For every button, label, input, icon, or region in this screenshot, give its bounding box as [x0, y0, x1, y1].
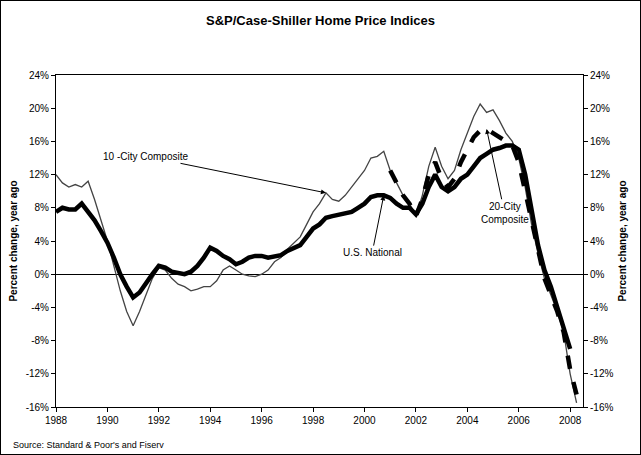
svg-text:8%: 8% [35, 202, 50, 213]
svg-text:S&P/Case-Shiller Home Price In: S&P/Case-Shiller Home Price Indices [206, 13, 435, 28]
svg-text:20-CityComposite: 20-CityComposite [481, 201, 529, 225]
svg-text:24%: 24% [29, 70, 49, 81]
svg-text:0%: 0% [590, 269, 605, 280]
svg-text:Percent change, year ago: Percent change, year ago [617, 180, 628, 301]
svg-text:-16%: -16% [26, 402, 49, 413]
svg-text:1996: 1996 [251, 415, 274, 426]
svg-text:Percent change, year ago: Percent change, year ago [8, 180, 19, 301]
svg-text:16%: 16% [590, 136, 610, 147]
svg-text:-4%: -4% [590, 302, 608, 313]
svg-text:1990: 1990 [96, 415, 119, 426]
svg-text:10 -City Composite: 10 -City Composite [103, 151, 188, 162]
svg-text:24%: 24% [590, 70, 610, 81]
svg-text:-12%: -12% [26, 368, 49, 379]
svg-text:-12%: -12% [590, 368, 613, 379]
svg-text:4%: 4% [590, 236, 605, 247]
svg-text:2000: 2000 [353, 415, 376, 426]
svg-text:20%: 20% [590, 103, 610, 114]
svg-text:Source: Standard & Poor's and: Source: Standard & Poor's and Fiserv [13, 440, 164, 450]
svg-text:12%: 12% [590, 169, 610, 180]
svg-text:0%: 0% [35, 269, 50, 280]
svg-text:8%: 8% [590, 202, 605, 213]
svg-text:16%: 16% [29, 136, 49, 147]
svg-text:-16%: -16% [590, 402, 613, 413]
svg-text:1992: 1992 [148, 415, 171, 426]
svg-text:20%: 20% [29, 103, 49, 114]
svg-text:4%: 4% [35, 236, 50, 247]
svg-text:1988: 1988 [45, 415, 68, 426]
svg-text:U.S. National: U.S. National [343, 247, 402, 258]
svg-text:1994: 1994 [199, 415, 222, 426]
svg-text:2004: 2004 [456, 415, 479, 426]
svg-text:-8%: -8% [31, 335, 49, 346]
svg-text:2006: 2006 [508, 415, 531, 426]
svg-text:1998: 1998 [302, 415, 325, 426]
svg-text:2002: 2002 [405, 415, 428, 426]
svg-text:12%: 12% [29, 169, 49, 180]
svg-text:-4%: -4% [31, 302, 49, 313]
svg-text:2008: 2008 [559, 415, 582, 426]
svg-text:-8%: -8% [590, 335, 608, 346]
